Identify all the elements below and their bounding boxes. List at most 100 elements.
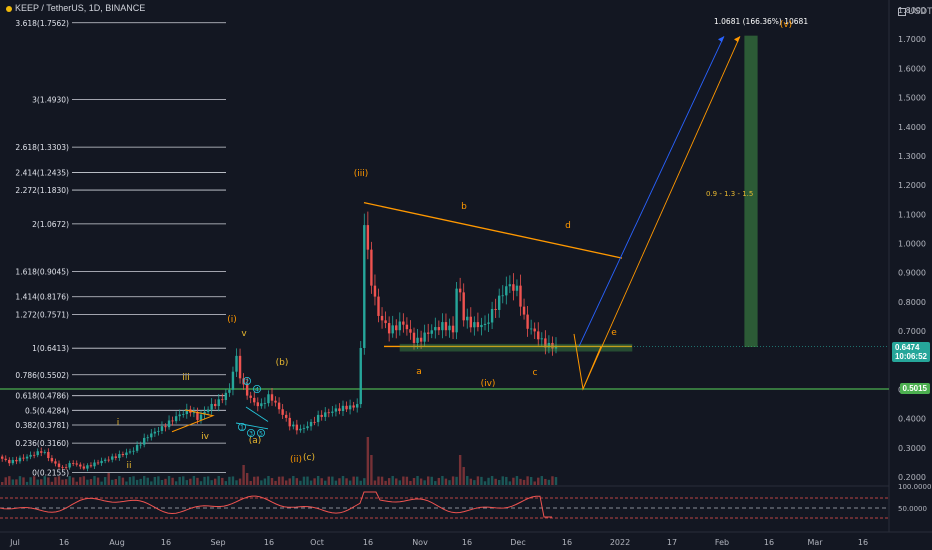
volume-bar — [512, 477, 515, 485]
candle-body — [245, 384, 249, 396]
volume-bar — [409, 480, 412, 485]
candle-body — [82, 466, 86, 469]
y-tick-label: 1.1000 — [898, 210, 926, 219]
candle-body — [164, 426, 167, 428]
fib-level-label: 1.272(0.7571) — [15, 310, 69, 319]
volume-bar — [29, 477, 32, 485]
volume-bar — [114, 478, 117, 485]
volume-bar — [327, 476, 330, 485]
wave-label: (ii) — [290, 455, 302, 465]
candle-body — [363, 225, 366, 348]
volume-bar — [267, 476, 270, 485]
candle-body — [458, 288, 462, 293]
candle-body — [228, 389, 231, 393]
volume-bar — [398, 480, 401, 485]
volume-bar — [455, 476, 458, 485]
volume-bar — [295, 478, 299, 485]
candle-body — [185, 409, 188, 415]
volume-bar — [370, 455, 373, 485]
wave-e-path — [573, 333, 602, 391]
y-tick-label: 0.9000 — [898, 269, 926, 278]
volume-bar — [547, 479, 551, 485]
candle-body — [373, 285, 377, 297]
volume-bar — [139, 478, 142, 485]
volume-bar — [214, 478, 217, 485]
volume-bar — [348, 480, 352, 485]
volume-bar — [316, 476, 320, 485]
last-price-tag: 0.6474 10:06:52 — [891, 342, 930, 362]
volume-bar — [89, 479, 93, 485]
y-tick-label: 1.6000 — [898, 64, 926, 73]
candle-body — [281, 409, 284, 415]
volume-bar — [391, 476, 394, 485]
volume-bar — [146, 477, 149, 485]
volume-bar — [306, 476, 309, 485]
volume-bar — [373, 480, 377, 485]
candle-body — [100, 460, 103, 464]
candle-body — [89, 465, 93, 467]
currency-label[interactable]: USDT — [898, 6, 932, 16]
candle-body — [249, 395, 252, 398]
candle-body — [512, 284, 515, 291]
candle-body — [501, 295, 504, 297]
wave-label: b — [461, 202, 467, 212]
fib-level-label: 2.272(1.1830) — [15, 186, 69, 195]
candle-body — [292, 424, 295, 427]
support-zone-box — [399, 343, 633, 352]
volume-bar — [533, 481, 536, 485]
circled-wave-badge — [242, 376, 251, 385]
x-tick-label: 16 — [59, 538, 69, 547]
x-tick-label: Sep — [210, 538, 225, 547]
volume-bar — [111, 479, 114, 485]
candle-body — [547, 342, 551, 348]
volume-bar — [437, 477, 441, 485]
candle-body — [128, 451, 132, 453]
candle-body — [22, 457, 25, 459]
circled-wave-label: 2 — [245, 379, 249, 386]
candle-body — [387, 323, 391, 334]
candle-body — [395, 325, 398, 331]
volume-bar — [189, 478, 192, 485]
x-tick-label: Jul — [9, 538, 20, 547]
fib-level-label: 2.414(1.2435) — [15, 168, 69, 177]
candle-body — [370, 249, 373, 286]
volume-bar — [15, 479, 18, 485]
volume-bar — [313, 478, 316, 485]
candle-body — [348, 405, 352, 410]
volume-bar — [224, 481, 228, 485]
volume-bar — [494, 478, 497, 485]
volume-bar — [380, 476, 384, 485]
wave-label: (v) — [780, 20, 792, 30]
target-label: 1.0681 (166.36%) 10681 — [714, 17, 808, 26]
candle-body — [402, 321, 405, 325]
candle-body — [537, 331, 540, 340]
volume-bar — [150, 481, 153, 485]
candle-body — [253, 397, 256, 403]
volume-bar — [302, 476, 306, 485]
volume-bar — [352, 476, 355, 485]
candle-body — [306, 426, 309, 429]
fib-level-label: 2.618(1.3303) — [15, 143, 69, 152]
volume-bar — [249, 480, 252, 485]
candle-body — [75, 463, 78, 465]
volume-bar — [430, 476, 433, 485]
wave-label: a — [416, 367, 422, 377]
candle-body — [210, 403, 213, 410]
candle-body — [29, 454, 32, 457]
fib-level-label: 0.236(0.3160) — [15, 439, 69, 448]
volume-bar — [118, 476, 121, 485]
volume-bar — [103, 477, 107, 485]
y-tick-label: 1.0000 — [898, 240, 926, 249]
x-tick-label: 16 — [562, 538, 572, 547]
candle-body — [533, 328, 536, 332]
wave-label: (iv) — [481, 379, 496, 389]
candle-body — [462, 292, 465, 321]
candle-body — [380, 315, 384, 321]
volume-bar — [462, 467, 465, 485]
arrow-head-blue-icon — [718, 36, 724, 43]
candle-body — [522, 306, 526, 315]
candle-body — [54, 461, 57, 464]
rsi-tick-label: 50.0000 — [898, 505, 927, 513]
